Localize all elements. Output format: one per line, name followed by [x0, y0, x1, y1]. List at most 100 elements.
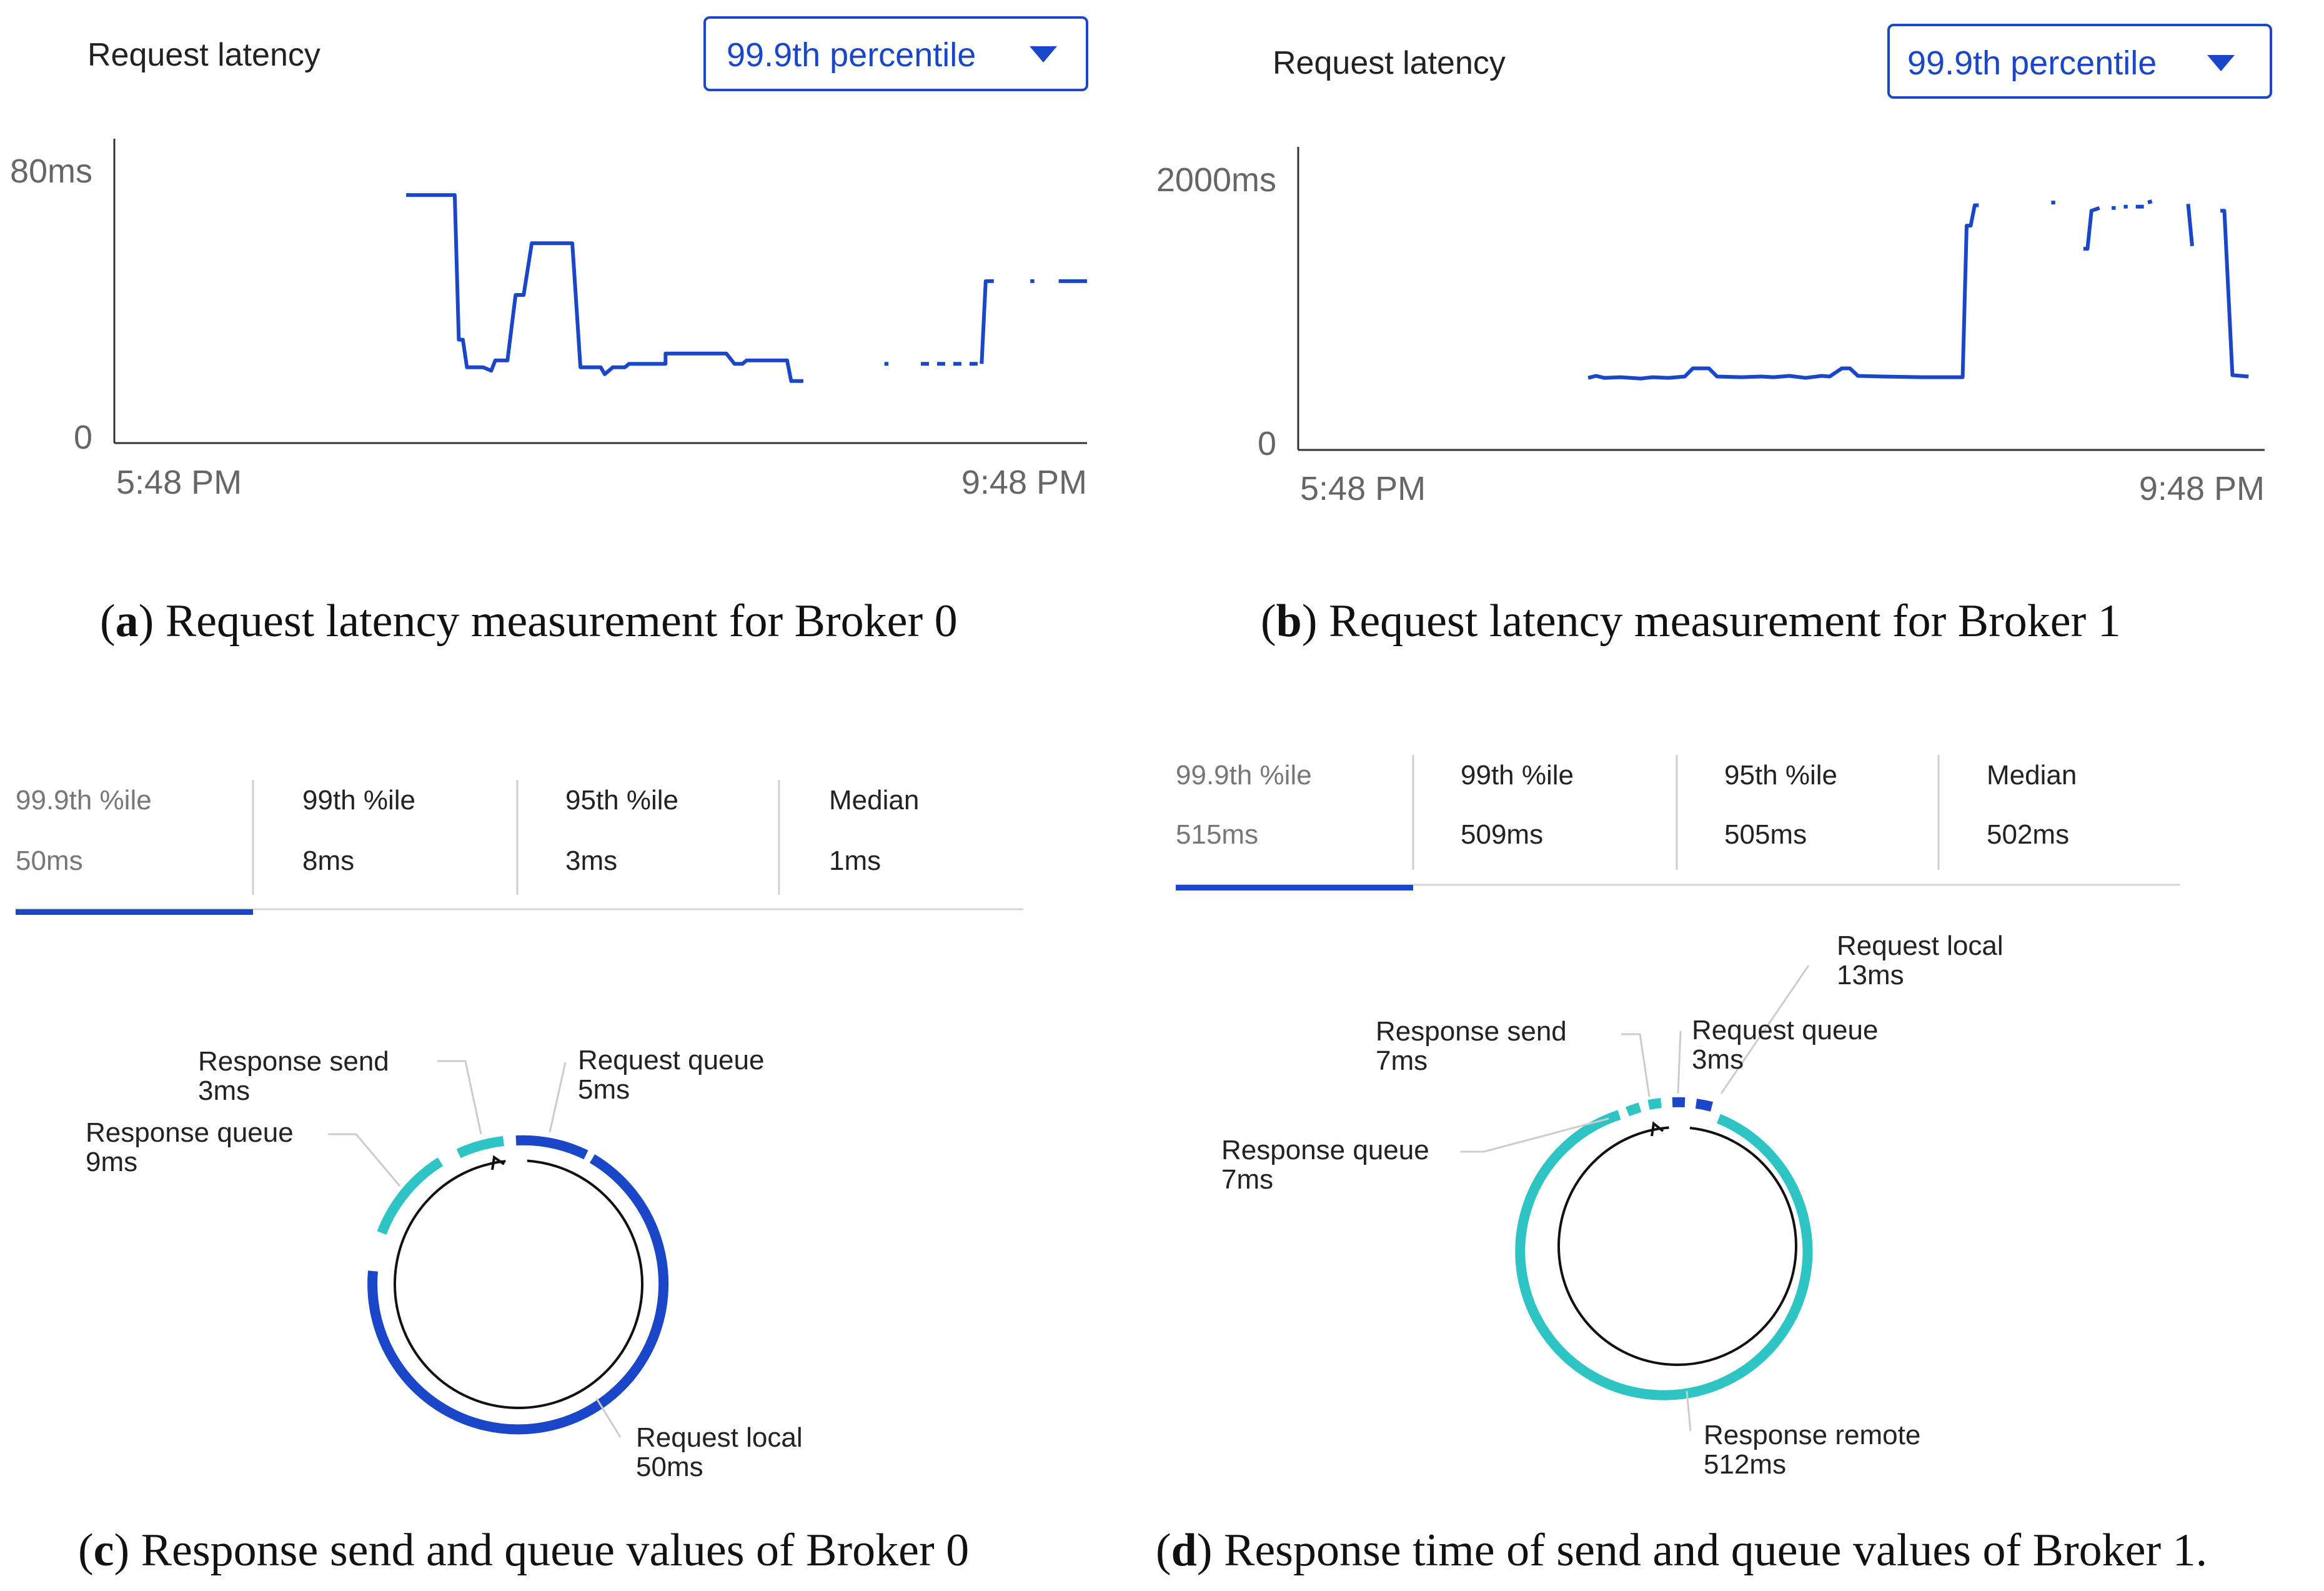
panel-b-latency-segment-0 — [1587, 203, 1979, 381]
label-name: Response send — [1376, 1016, 1567, 1047]
panel-a-dropdown-value[interactable]: 99.9th percentile — [727, 36, 976, 74]
panel-a-series — [406, 193, 1087, 383]
panel-c-caption-text: Response send and queue values of Broker… — [129, 1525, 969, 1576]
panel-d-tab-label[interactable]: 99th %ile — [1461, 760, 1574, 791]
panel-c-arc-request-queue — [515, 1135, 588, 1160]
panel-b-xtick-end: 9:48 PM — [2139, 470, 2265, 507]
panel-c-label-request-queue: Request queue 5ms — [578, 1045, 764, 1105]
panel-c-tab-label[interactable]: 99.9th %ile — [16, 785, 152, 815]
panel-a-xtick-start: 5:48 PM — [116, 464, 242, 501]
arrow-head-icon — [491, 1155, 505, 1170]
panel-d-caption: (d) Response time of send and queue valu… — [1156, 1525, 2207, 1576]
panel-c-leader-request-local — [595, 1398, 622, 1438]
panel-c-tab-3[interactable]: Median 1ms — [829, 785, 919, 876]
label-name: Response remote — [1704, 1420, 1920, 1450]
panel-d-caption-letter: d — [1171, 1525, 1197, 1576]
panel-c-inner-ring — [394, 1159, 643, 1409]
panel-d-tab-label[interactable]: 95th %ile — [1724, 760, 1837, 791]
panel-d-tab-0[interactable]: 99.9th %ile 515ms — [1176, 760, 1312, 850]
panel-a-caption-letter: a — [116, 596, 139, 647]
panel-a-latency-segment-0 — [406, 193, 803, 383]
panel-b-caption-letter: b — [1276, 596, 1302, 647]
panel-d-leader-request-local — [1720, 965, 1810, 1094]
panel-c: 99.9th %ile 50ms 99th %ile 8ms 95th %ile… — [16, 780, 1023, 1576]
label-name: Request local — [1837, 930, 2004, 961]
panel-d-arc-response-queue — [1626, 1102, 1642, 1117]
label-value: 7ms — [1221, 1164, 1273, 1195]
panel-a-ytick-bottom: 0 — [74, 419, 92, 456]
panel-d-tab-value[interactable]: 515ms — [1176, 819, 1258, 850]
panel-d-tab-label[interactable]: 99.9th %ile — [1176, 760, 1312, 791]
panel-d-tab-2[interactable]: 95th %ile 505ms — [1724, 760, 1837, 850]
label-name: Request local — [636, 1422, 803, 1453]
panel-d-label-response-send: Response send 7ms — [1376, 1016, 1567, 1076]
label-name: Response queue — [86, 1117, 294, 1148]
label-value: 512ms — [1704, 1449, 1786, 1480]
panel-a: Request latency 99.9th percentile 80ms 0… — [10, 16, 1088, 647]
panel-b-dropdown-box[interactable] — [1887, 24, 2272, 99]
panel-d-active-tab-indicator — [1176, 885, 1413, 890]
panel-d-caption-text: Response time of send and queue values o… — [1212, 1525, 2207, 1576]
panel-d-label-response-queue: Response queue 7ms — [1221, 1135, 1429, 1195]
panel-d-arc-response-remote — [1515, 1110, 1813, 1400]
panel-b-dropdown[interactable]: 99.9th percentile — [1887, 24, 2272, 99]
label-value: 9ms — [86, 1147, 137, 1177]
panel-c-tab-value[interactable]: 8ms — [302, 845, 354, 876]
panel-c-arc-response-send — [456, 1136, 505, 1159]
panel-d-tab-value[interactable]: 502ms — [1987, 819, 2069, 850]
panel-a-dropdown-box[interactable] — [703, 16, 1088, 91]
chevron-down-icon[interactable] — [1030, 46, 1057, 62]
arrow-head-icon — [1651, 1121, 1664, 1137]
panel-d-arc-response-send — [1647, 1098, 1662, 1110]
panel-a-ytick-top: 80ms — [10, 152, 92, 190]
panel-d-leader-response-send — [1621, 1033, 1651, 1097]
panel-d-tab-label[interactable]: Median — [1987, 760, 2077, 791]
panel-c-tab-value[interactable]: 1ms — [829, 845, 881, 876]
panel-c-label-response-queue: Response queue 9ms — [86, 1117, 294, 1177]
panel-d-tab-1[interactable]: 99th %ile 509ms — [1461, 760, 1574, 850]
panel-a-dropdown[interactable]: 99.9th percentile — [703, 16, 1088, 91]
panel-c-tab-value[interactable]: 50ms — [16, 845, 83, 876]
label-name: Request queue — [1692, 1015, 1878, 1045]
panel-c-leader-request-queue — [549, 1062, 567, 1133]
panel-d-tab-value[interactable]: 505ms — [1724, 819, 1807, 850]
panel-a-latency-segment-6 — [980, 279, 994, 364]
panel-d-label-request-local: Request local 13ms — [1837, 930, 2004, 990]
panel-a-xtick-end: 9:48 PM — [961, 464, 1087, 501]
panel-b-ytick-top: 2000ms — [1156, 161, 1276, 199]
label-value: 13ms — [1837, 960, 1904, 990]
panel-a-caption: (a) Request latency measurement for Brok… — [100, 596, 958, 647]
panel-b-title: Request latency — [1273, 45, 1506, 81]
panel-c-tab-1[interactable]: 99th %ile 8ms — [302, 785, 415, 876]
panel-c-tab-label[interactable]: Median — [829, 785, 919, 815]
panel-d-tab-3[interactable]: Median 502ms — [1987, 760, 2077, 850]
label-name: Request queue — [578, 1045, 764, 1075]
panel-b-caption-text: Request latency measurement for Broker 1 — [1317, 596, 2120, 647]
label-name: Response queue — [1221, 1135, 1429, 1165]
panel-c-arc-response-queue — [377, 1157, 444, 1235]
panel-c-tab-0[interactable]: 99.9th %ile 50ms — [16, 785, 152, 876]
panel-c-tab-value[interactable]: 3ms — [565, 845, 617, 876]
panel-c-tab-label[interactable]: 99th %ile — [302, 785, 415, 815]
label-value: 3ms — [198, 1075, 250, 1106]
panel-b-caption: (b) Request latency measurement for Brok… — [1261, 596, 2121, 647]
panel-d-arc-request-local — [1695, 1099, 1714, 1112]
panel-c-leader-response-send — [437, 1060, 482, 1135]
panel-b-dropdown-value[interactable]: 99.9th percentile — [1907, 44, 2157, 82]
label-value: 5ms — [578, 1074, 630, 1105]
panel-d-label-response-remote: Response remote 512ms — [1704, 1420, 1920, 1480]
label-value: 50ms — [636, 1452, 703, 1482]
panel-c-tab-2[interactable]: 95th %ile 3ms — [565, 785, 678, 876]
panel-d-tab-value[interactable]: 509ms — [1461, 819, 1543, 850]
panel-c-tab-label[interactable]: 95th %ile — [565, 785, 678, 815]
panel-c-caption-letter: c — [94, 1525, 114, 1576]
panel-d-label-request-queue: Request queue 3ms — [1692, 1015, 1878, 1075]
panel-b-xtick-start: 5:48 PM — [1300, 470, 1426, 507]
panel-b-latency-segment-7 — [2186, 204, 2194, 247]
panel-c-arc-request-local — [367, 1154, 669, 1435]
panel-d-inner-ring — [1557, 1126, 1797, 1366]
chevron-down-icon[interactable] — [2207, 55, 2235, 71]
panel-c-caption: (c) Response send and queue values of Br… — [78, 1525, 969, 1576]
panel-d: 99.9th %ile 515ms 99th %ile 509ms 95th %… — [1156, 755, 2207, 1576]
